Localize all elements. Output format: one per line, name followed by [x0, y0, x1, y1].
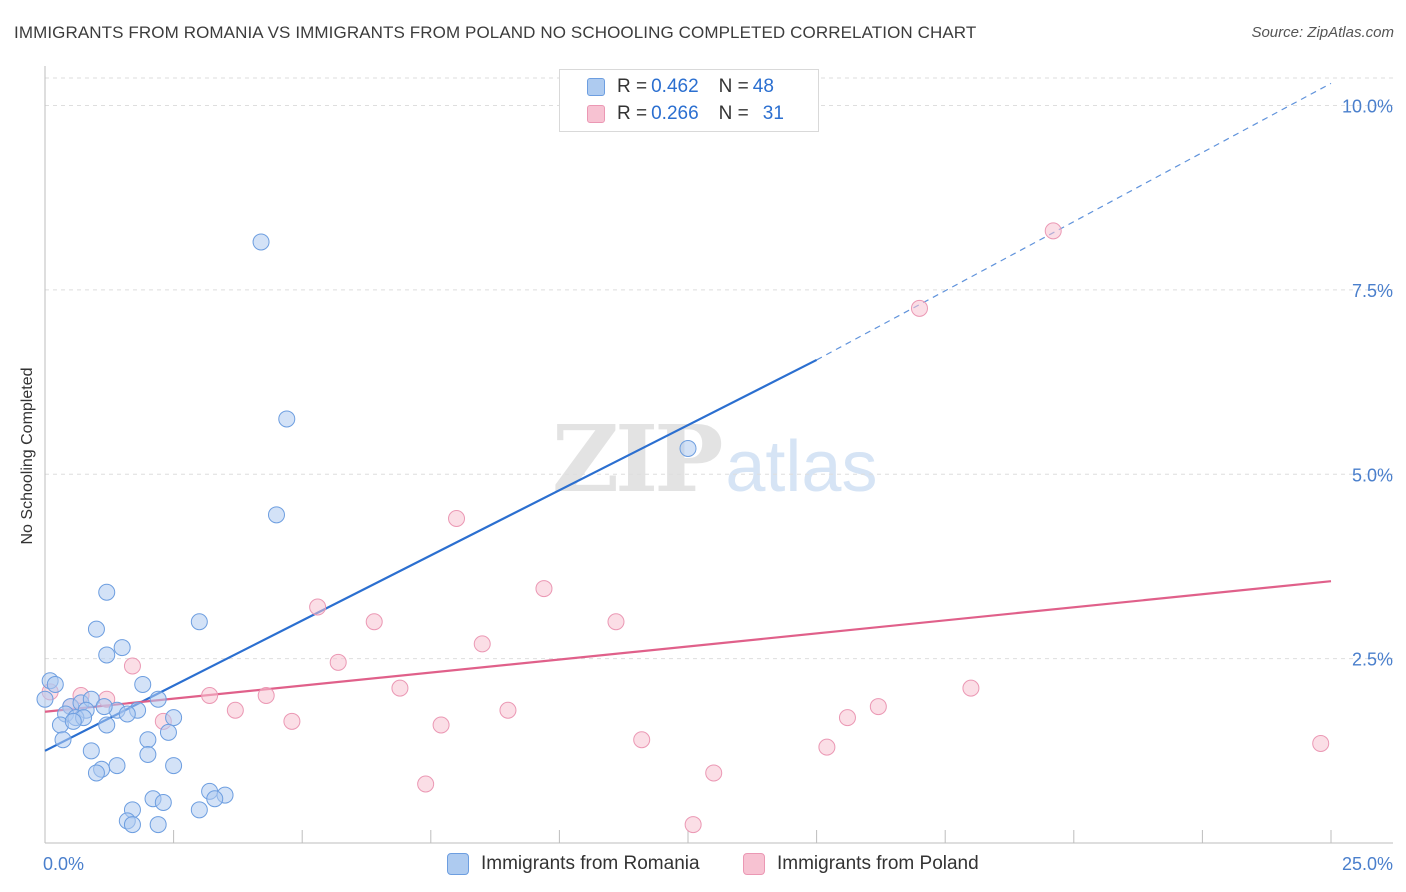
data-point-romania [64, 712, 82, 730]
data-point-poland [684, 816, 702, 834]
data-point-romania [46, 675, 64, 693]
data-point-poland [417, 775, 435, 793]
data-point-poland [226, 701, 244, 719]
legend-n-value-romania: 48 [752, 76, 774, 97]
bottom-legend-label-poland: Immigrants from Poland [777, 853, 979, 874]
data-point-romania [98, 583, 116, 601]
data-point-romania [113, 639, 131, 657]
legend-n-label: N = [718, 76, 749, 97]
y-tick-label: 10.0% [1342, 97, 1393, 117]
data-point-romania [149, 816, 167, 834]
data-point-romania [95, 698, 113, 716]
legend-row-romania: R = 0.462 N = 48 [587, 75, 774, 99]
bottom-legend-swatch-romania [447, 853, 469, 875]
data-point-romania [123, 816, 141, 834]
poland-points [41, 222, 1330, 834]
data-point-poland [391, 679, 409, 697]
data-point-romania [154, 793, 172, 811]
data-point-poland [535, 580, 553, 598]
data-point-romania [139, 746, 157, 763]
data-point-poland [818, 738, 836, 756]
data-point-romania [190, 801, 208, 819]
data-point-poland [123, 657, 141, 675]
data-point-romania [36, 690, 54, 708]
data-point-poland [499, 701, 517, 719]
chart-title: IMMIGRANTS FROM ROMANIA VS IMMIGRANTS FR… [14, 23, 977, 42]
trend-line-romania-extension [816, 82, 1332, 361]
data-point-poland [910, 299, 928, 317]
tick-labels: 2.5% 5.0% 7.5% 10.0% 0.0% 25.0% [43, 97, 1393, 875]
data-point-poland [329, 653, 347, 671]
data-point-romania [165, 757, 183, 775]
data-point-poland [869, 698, 887, 716]
legend-n-label: N = [718, 103, 749, 124]
trend-line-romania [44, 358, 818, 752]
watermark-zip: ZIP [552, 405, 723, 513]
data-point-romania [190, 613, 208, 631]
gridlines [45, 77, 1393, 660]
data-point-poland [1312, 734, 1330, 752]
watermark-atlas: atlas [725, 427, 878, 507]
data-point-romania [87, 764, 105, 782]
data-point-romania [98, 716, 116, 734]
data-point-poland [432, 716, 450, 734]
y-tick-label: 5.0% [1352, 465, 1393, 485]
data-point-poland [633, 731, 651, 749]
data-point-romania [267, 506, 285, 524]
correlation-legend: R = 0.462 N = 48 R = 0.266 N = 31 [559, 69, 819, 132]
data-point-poland [309, 598, 327, 616]
bottom-legend-swatch-poland [743, 853, 765, 875]
data-point-romania [108, 757, 126, 775]
y-tick-label: 7.5% [1352, 281, 1393, 301]
trend-lines [44, 82, 1332, 752]
data-point-romania [82, 742, 100, 760]
legend-r-value-romania: 0.462 [651, 76, 699, 97]
legend-swatch-poland [587, 105, 605, 123]
data-point-poland [473, 635, 491, 653]
x-tick-label: 25.0% [1342, 854, 1393, 874]
data-point-romania [679, 439, 697, 457]
data-point-romania [206, 790, 224, 808]
data-point-poland [962, 679, 980, 697]
data-point-poland [201, 687, 219, 704]
data-point-poland [607, 613, 625, 631]
data-point-poland [283, 712, 301, 730]
data-point-romania [54, 731, 72, 749]
data-point-romania [149, 690, 167, 708]
x-tick-label: 0.0% [43, 854, 84, 874]
data-point-poland [365, 613, 383, 631]
watermark: ZIPatlas [552, 405, 877, 513]
data-point-romania [139, 731, 157, 749]
legend-n-value-poland: 31 [762, 103, 784, 124]
source-credit: Source: ZipAtlas.com [1251, 24, 1394, 41]
legend-r-value-poland: 0.266 [651, 103, 699, 124]
romania-points [36, 233, 697, 834]
bottom-legend-label-romania: Immigrants from Romania [481, 853, 700, 874]
data-point-poland [257, 687, 275, 704]
data-point-romania [278, 410, 296, 428]
data-point-romania [87, 620, 105, 638]
axes [44, 66, 1393, 844]
data-point-romania [134, 675, 152, 693]
data-point-romania [98, 646, 116, 664]
data-point-poland [838, 709, 856, 727]
y-tick-label: 2.5% [1352, 650, 1393, 670]
data-point-romania [165, 709, 183, 727]
bottom-legend-romania: Immigrants from Romania [447, 852, 700, 876]
data-point-poland [705, 764, 723, 782]
trend-line-poland [44, 580, 1332, 713]
data-point-poland [1044, 222, 1062, 240]
data-point-poland [448, 510, 466, 527]
data-point-romania [118, 705, 136, 723]
legend-r-label: R = [617, 76, 648, 97]
data-point-romania [252, 233, 270, 251]
data-point-romania [159, 723, 177, 741]
legend-swatch-romania [587, 78, 605, 96]
legend-r-label: R = [617, 103, 648, 124]
legend-row-poland: R = 0.266 N = 31 [587, 102, 784, 126]
bottom-legend-poland: Immigrants from Poland [743, 852, 979, 876]
